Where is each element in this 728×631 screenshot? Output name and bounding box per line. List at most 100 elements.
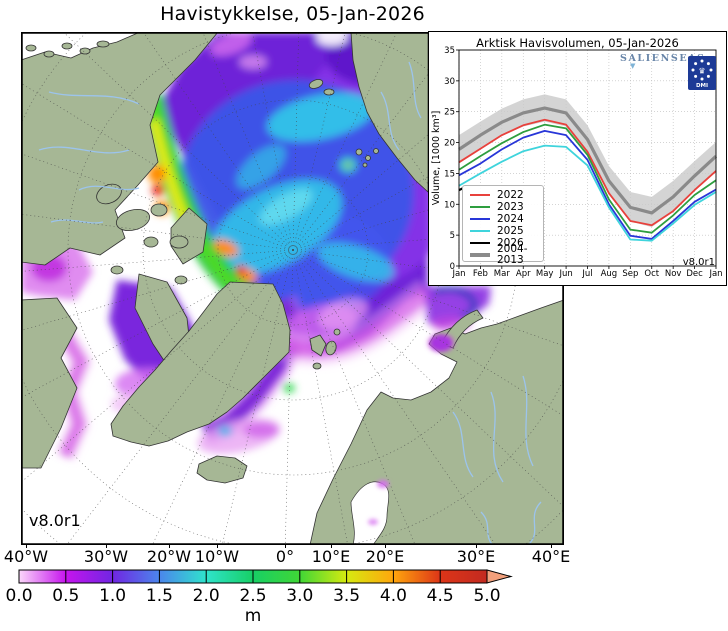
colorbar-tick-label: 4.0 [380,586,407,606]
colorbar-tick-label: 2.5 [239,586,266,606]
land-island-victoria [115,208,151,232]
legend-swatch [470,230,490,232]
colorbar-tick-label: 3.5 [333,586,360,606]
x-tick-label: Mar [494,269,511,279]
land-svalbard [309,334,327,357]
colorbar-overflow-arrow [486,569,513,584]
land-aleutian-island [25,44,37,52]
series-2023 [458,123,717,234]
x-tick-label: Jan [708,269,722,279]
legend-label: 2023 [497,200,524,213]
legend-label: 2004-2013 [497,243,528,266]
map-lon-tick [106,544,107,548]
x-tick-label: Jan [451,269,465,279]
land-island [143,236,159,248]
legend-item-2026: 2026 [470,237,543,249]
land-island-devon [169,235,189,249]
chart-legend: 2022 2023 2024 2025 2026 2004-2013 [462,185,544,266]
x-tick-label: Apr [516,269,531,279]
map-lon-tick [331,544,332,548]
series-2024 [458,129,717,240]
map-version-label: v8.0r1 [29,511,81,530]
legend-swatch [470,241,490,245]
land-franz-josef [362,162,368,168]
colorbar-tick-label: 0.5 [52,586,79,606]
map-lon-label: 40°W [3,547,49,566]
land-aleutian-island [96,40,110,48]
dmi-logo-svg: ♛ DMI [691,59,713,89]
colorbar-tick-label: 0.0 [5,586,32,606]
land-new-siberian [323,88,335,96]
colorbar-tick-label: 3.0 [286,586,313,606]
colorbar-tick-label: 1.0 [99,586,126,606]
x-tick-label: May [536,269,554,279]
series-2004-2013 [458,106,718,215]
map-lon-tick [26,544,27,548]
x-tick-label: Aug [601,269,618,279]
y-tick-label: 15 [444,169,455,179]
land-svalbard-island [333,328,341,336]
x-tick-label: Sep [622,269,638,279]
land-island [110,265,124,275]
land-iceland [196,455,248,484]
map-lon-tick [285,544,286,548]
map-lon-label: 40°E [531,547,571,566]
land-north-america [22,33,218,266]
map-title: Havistykkelse, 05-Jan-2026 [160,3,425,25]
thickness-colorbar: 0.0 0.5 1.0 1.5 2.0 2.5 3.0 3.5 4.0 4.5 5.0 m [5,569,513,626]
x-tick-label: Feb [473,269,488,279]
land-island [150,203,168,217]
map-lon-tick [476,544,477,548]
plot-border [458,49,717,267]
x-tick-label: Jun [558,269,572,279]
crown-icon: ♛ [698,67,705,76]
map-lon-label: 0° [275,547,295,566]
legend-item-2024: 2024 [470,213,543,225]
map-lon-label: 30°E [456,547,496,566]
map-lon-tick [385,544,386,548]
land-island-ellesmere [170,207,208,265]
land-franz-josef [355,148,363,156]
colorbar-unit-label: m [245,606,262,626]
map-lon-label: 20°W [146,547,192,566]
colorbar-tick-label: 1.5 [146,586,173,606]
y-tick-label: 5 [450,231,455,241]
rivers [38,61,542,544]
x-tick-label: Dec [686,269,703,279]
legend-label: 2025 [497,224,524,237]
map-lon-tick [551,544,552,548]
chart-ylabel: Volume, [1000 km³] [431,111,442,206]
map-lon-label: 10°W [194,547,240,566]
legend-item-2022: 2022 [470,189,543,201]
baltic-sea [350,481,390,544]
legend-swatch [470,194,490,196]
map-lon-label: 30°W [83,547,129,566]
dmi-logo-text: DMI [696,83,708,89]
x-tick-label: Jul [581,269,592,279]
arctic-map-svg [22,33,563,544]
land-aleutian-island [43,50,55,58]
legend-label: 2022 [497,188,524,201]
series-2025 [458,144,717,242]
land-aleutian-island [79,47,91,55]
colorbar-tick-label: 5.0 [473,586,500,606]
y-tick-label: 35 [444,46,455,56]
legend-swatch [470,253,490,257]
legend-item-2004-2013: 2004-2013 [470,244,543,266]
legend-swatch [470,218,490,220]
map-lon-tick [169,544,170,548]
inset-title: Arktisk Havisvolumen, 05-Jan-2026 [476,36,679,50]
land-svalbard-island [325,340,337,356]
legend-label: 2024 [497,212,524,225]
y-tick-label: 30 [444,77,455,87]
land-new-siberian [308,79,324,89]
inland-seas-rivers [38,61,542,544]
map-lon-label: 20°E [365,547,405,566]
colorbar-tick-label: 2.0 [193,586,220,606]
inset-version-label: v8.0r1 [682,257,715,268]
y-tick-label: 25 [444,108,455,118]
land-greenland [110,281,291,447]
dmi-logo: ♛ DMI [688,56,716,90]
y-tick-label: 10 [444,200,455,210]
land-svalbard-island [312,362,322,370]
